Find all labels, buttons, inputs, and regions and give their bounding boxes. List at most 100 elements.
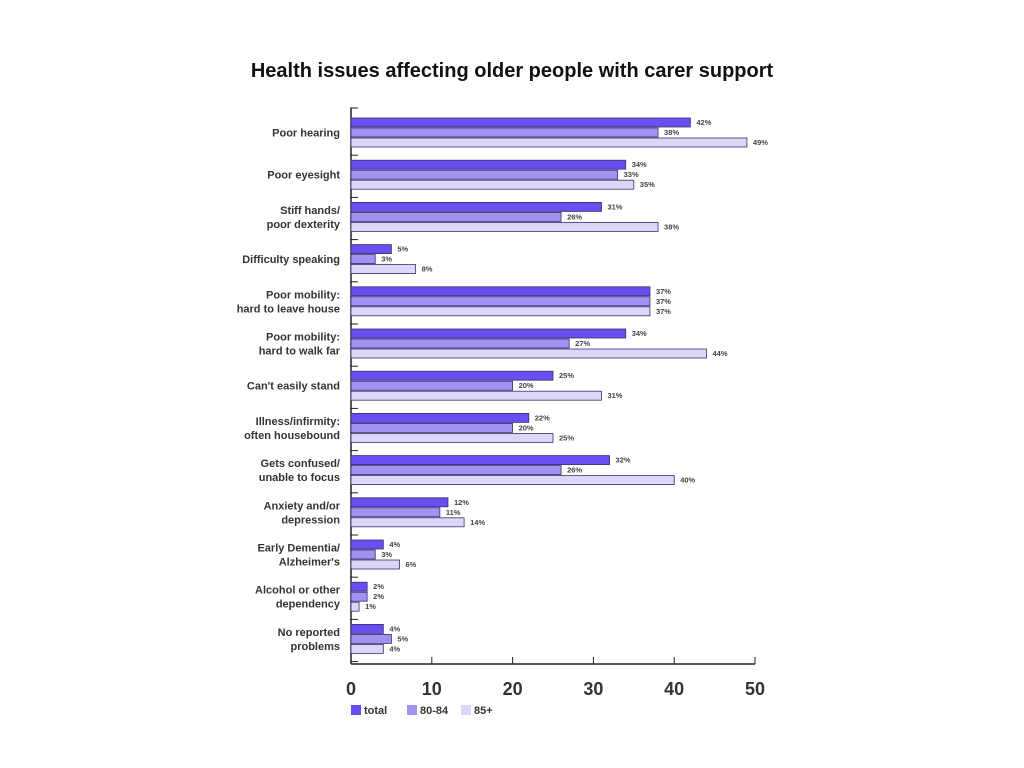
category-label: Stiff hands/ [280,205,340,217]
bar [350,644,384,654]
bar [350,264,417,275]
legend-label: 80-84 [420,705,449,717]
category-label: problems [290,641,340,653]
bar [350,475,675,486]
bar [350,370,554,381]
bar-value-label: 35% [640,180,655,189]
category-label: depression [281,514,340,526]
x-tick-label: 40 [664,679,684,699]
category-label: Illness/infirmity: [256,416,340,428]
bar-value-label: 5% [397,634,408,643]
bar-value-label: 20% [519,423,534,432]
legend-swatch [351,705,361,715]
category-label: Gets confused/ [261,458,340,470]
bar [350,591,368,602]
bar-value-label: 2% [373,582,384,591]
category-label: Poor mobility: [266,289,340,301]
bar-value-label: 1% [365,602,376,611]
bar-value-label: 26% [567,212,582,221]
bar [350,254,376,265]
x-tick-label: 30 [583,679,603,699]
bar [350,328,627,339]
bar-value-label: 22% [535,413,550,422]
bar [350,127,659,138]
bar [350,422,514,433]
legend-swatch [407,705,417,715]
x-tick-label: 0 [346,679,356,699]
bar-value-label: 3% [381,550,392,559]
category-label: Alzheimer's [279,557,340,569]
bar-value-label: 12% [454,498,469,507]
bar [350,412,530,423]
bar [350,601,360,612]
bar [350,634,392,644]
bar [350,221,659,232]
bar-value-label: 49% [753,138,768,147]
category-label: No reported [278,627,340,639]
bar [350,507,441,518]
x-tick-label: 50 [745,679,765,699]
category-label: Poor eyesight [267,170,340,182]
bar-value-label: 4% [389,540,400,549]
bar-value-label: 34% [632,329,647,338]
bar-value-label: 44% [713,349,728,358]
bar [350,549,376,560]
category-label: often housebound [244,430,340,442]
category-label: dependency [276,599,341,611]
category-label: Anxiety and/or [264,500,341,512]
category-label: Alcohol or other [255,585,341,597]
bar-value-label: 31% [607,202,622,211]
category-label: Early Dementia/ [257,543,340,555]
legend-swatch [461,705,471,715]
bar-value-label: 8% [422,265,433,274]
bar [350,306,651,317]
bar [350,465,562,476]
bar [350,137,748,148]
chart-title: Health issues affecting older people wit… [250,60,774,82]
bar-value-label: 33% [624,170,639,179]
bar [350,179,635,190]
bar-value-label: 37% [656,287,671,296]
bar-value-label: 20% [519,381,534,390]
bar [350,624,384,634]
bar-value-label: 25% [559,433,574,442]
bar [350,348,707,359]
legend-label: 85+ [474,705,493,717]
bar-value-label: 11% [446,508,461,517]
bar-value-label: 38% [664,222,679,231]
bar-value-label: 4% [389,644,400,653]
x-tick-label: 10 [422,679,442,699]
bar-value-label: 3% [381,255,392,264]
bar [350,517,465,528]
bar-value-label: 26% [567,466,582,475]
bar [350,244,392,255]
bar-value-label: 37% [656,307,671,316]
category-label: unable to focus [259,472,340,484]
bar-value-label: 42% [696,118,711,127]
category-label: hard to leave house [237,303,340,315]
bar-value-label: 32% [616,456,631,465]
bar-value-label: 37% [656,297,671,306]
bar [350,559,400,570]
legend-label: total [364,705,387,717]
bar [350,169,619,180]
bar-value-label: 38% [664,128,679,137]
bar-value-label: 4% [389,624,400,633]
category-label: poor dexterity [267,219,341,231]
bar-value-label: 27% [575,339,590,348]
bar [350,539,384,550]
bar-value-label: 14% [470,518,485,527]
bar [350,201,602,212]
bar [350,211,562,222]
bar-value-label: 6% [405,560,416,569]
category-label: Difficulty speaking [242,254,340,266]
bar [350,159,627,170]
category-label: hard to walk far [259,346,341,358]
bar-value-label: 2% [373,592,384,601]
bar-value-label: 31% [607,391,622,400]
bar [350,338,570,349]
bar-value-label: 5% [397,245,408,254]
bar [350,117,691,128]
